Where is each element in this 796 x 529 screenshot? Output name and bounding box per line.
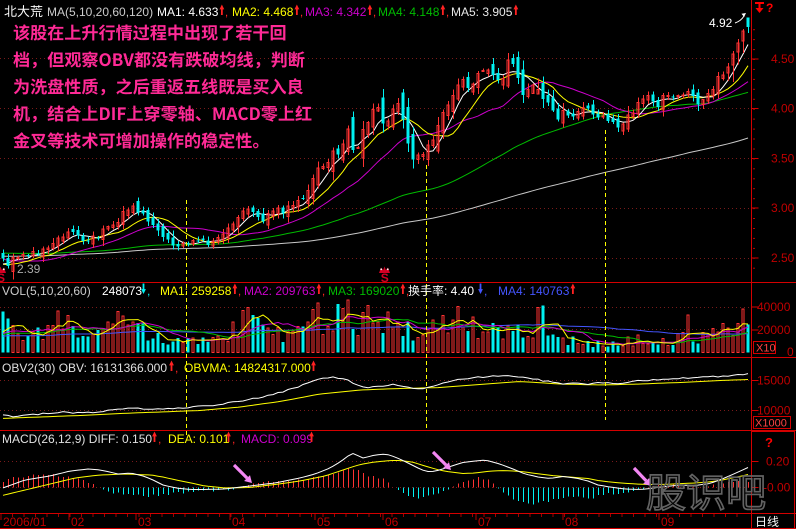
- svg-text:,: ,: [373, 5, 376, 19]
- svg-text:05: 05: [317, 515, 331, 529]
- svg-text:,: ,: [238, 284, 241, 298]
- svg-text:,: ,: [322, 284, 325, 298]
- svg-text:02: 02: [71, 515, 85, 529]
- svg-text:DEA: 0.101: DEA: 0.101: [168, 432, 230, 446]
- svg-text:40000: 40000: [757, 300, 791, 314]
- svg-text:MA1: 4.633: MA1: 4.633: [157, 5, 219, 19]
- svg-text:MA2: 4.468: MA2: 4.468: [232, 5, 294, 19]
- svg-text:X10: X10: [756, 343, 776, 355]
- svg-text:MA3: 169020: MA3: 169020: [328, 284, 400, 298]
- svg-text:,: ,: [158, 432, 161, 446]
- svg-text:20000: 20000: [757, 323, 791, 337]
- svg-text:,: ,: [446, 5, 449, 19]
- svg-text:09: 09: [661, 515, 675, 529]
- svg-text:,: ,: [225, 5, 228, 19]
- svg-text:4.00: 4.00: [771, 102, 795, 116]
- svg-text:: 4.40: : 4.40: [444, 284, 474, 298]
- svg-text:03: 03: [138, 515, 152, 529]
- svg-text:,: ,: [484, 284, 487, 298]
- svg-text:MA4: 140763: MA4: 140763: [498, 284, 570, 298]
- svg-text:S: S: [381, 271, 389, 285]
- svg-text:MA2: 209763: MA2: 209763: [244, 284, 316, 298]
- svg-text:MACD(26,12,9) DIFF: 0.150: MACD(26,12,9) DIFF: 0.150: [2, 432, 152, 446]
- svg-text:10000: 10000: [757, 404, 791, 418]
- svg-text:15000: 15000: [757, 374, 791, 388]
- svg-text:,: ,: [175, 361, 178, 375]
- svg-text:2006/01: 2006/01: [3, 515, 47, 529]
- svg-text:,: ,: [300, 5, 303, 19]
- svg-text:-0.00: -0.00: [763, 481, 791, 495]
- svg-text:X1000: X1000: [755, 418, 787, 430]
- svg-text:MACD: 0.099: MACD: 0.099: [241, 432, 313, 446]
- svg-text:3.00: 3.00: [771, 201, 795, 215]
- svg-text:04: 04: [232, 515, 246, 529]
- svg-text:4.92: 4.92: [709, 16, 733, 30]
- svg-text:MA4: 4.148: MA4: 4.148: [378, 5, 440, 19]
- svg-text:OBVMA: 14824317.000: OBVMA: 14824317.000: [184, 361, 311, 375]
- svg-text:0.20: 0.20: [766, 455, 790, 469]
- svg-text:,: ,: [406, 284, 409, 298]
- svg-text:?: ?: [766, 1, 773, 15]
- svg-text:MA1: 259258: MA1: 259258: [160, 284, 232, 298]
- svg-text:0: 0: [787, 345, 794, 359]
- svg-text:MA5: 3.905: MA5: 3.905: [451, 5, 513, 19]
- svg-text:248073: 248073: [102, 284, 142, 298]
- svg-text:?: ?: [765, 435, 773, 450]
- svg-text:2.50: 2.50: [771, 251, 795, 265]
- svg-text:07: 07: [478, 515, 492, 529]
- svg-text:06: 06: [385, 515, 399, 529]
- svg-text:MA(5,10,20,60,120): MA(5,10,20,60,120): [47, 5, 153, 19]
- svg-text:S: S: [0, 271, 5, 285]
- svg-text:08: 08: [565, 515, 579, 529]
- svg-text:OBV2(30) OBV: 16131366.000: OBV2(30) OBV: 16131366.000: [2, 361, 167, 375]
- svg-text:2.39: 2.39: [17, 262, 41, 276]
- svg-text:,: ,: [232, 432, 235, 446]
- svg-text:4.50: 4.50: [771, 52, 795, 66]
- svg-text:VOL(5,10,20,60): VOL(5,10,20,60): [2, 284, 91, 298]
- svg-text:MA3: 4.342: MA3: 4.342: [305, 5, 367, 19]
- svg-text:3.50: 3.50: [771, 151, 795, 165]
- svg-text:,: ,: [147, 284, 150, 298]
